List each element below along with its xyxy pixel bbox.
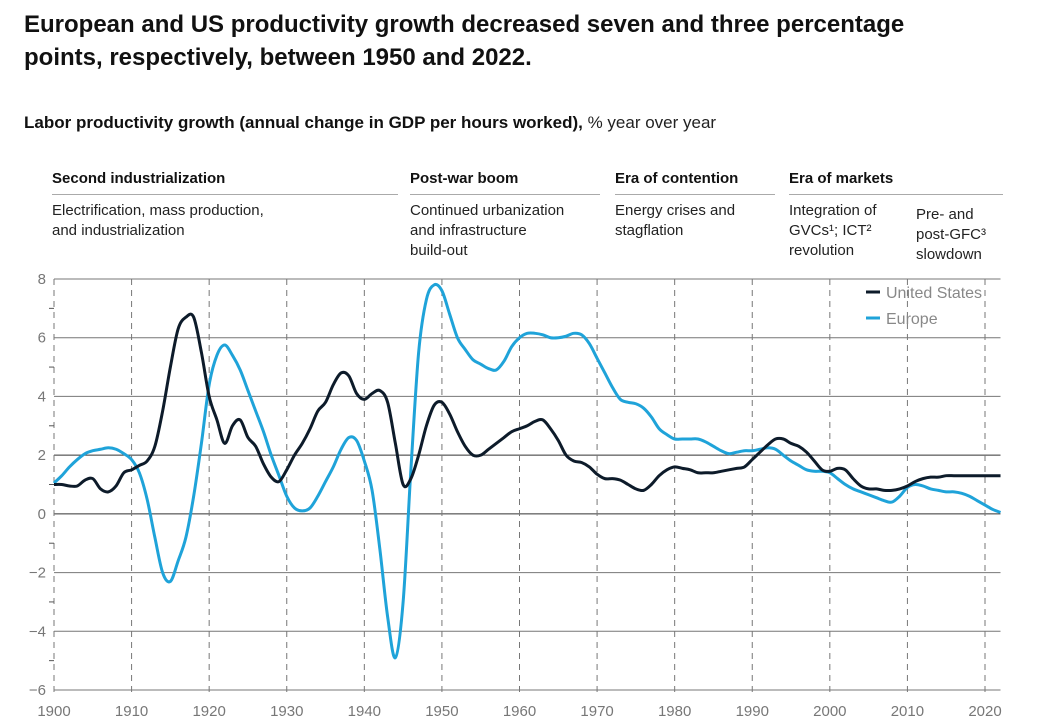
legend: United States Europe [866,285,982,328]
series-lines [52,282,1002,660]
era-description-line: Integration of [789,202,877,219]
era-description: Electrification, mass production, and in… [52,201,398,241]
era-description: Continued urbanization and infrastructur… [410,201,600,261]
era-heading: Era of markets [789,168,1003,195]
legend-label-europe: Europe [886,311,938,328]
era-second-industrialization: Second industrialization Electrification… [52,168,398,241]
era-description-line: slowdown [916,246,982,263]
x-tick-label: 1900 [37,703,70,720]
axis-ticks: 8 6 4 2 0 −2 −4 −6 1900 1910 1920 1930 1940 1950 1960 1… [29,271,1002,720]
era-description-line: stagflation [615,222,684,239]
series-line-united-states [53,312,1001,494]
x-tick-label: 1940 [348,703,381,720]
legend-label-united-states: United States [886,285,982,302]
x-tick-label: 1920 [192,703,225,720]
subtitle-unit: % year over year [582,113,717,132]
x-tick-label: 1970 [580,703,613,720]
era-heading: Era of contention [615,168,775,195]
y-tick-label: 8 [38,271,46,288]
era-post-war-boom: Post-war boom Continued urbanization and… [410,168,600,261]
x-tick-label: 1990 [736,703,769,720]
grid [53,278,1001,696]
y-tick-label: −4 [29,623,46,640]
era-of-markets: Era of markets Integration of GVCs¹; ICT… [789,168,1003,261]
chart-subtitle: Labor productivity growth (annual change… [24,112,716,134]
x-tick-label: 2010 [891,703,924,720]
x-tick-label: 1950 [425,703,458,720]
era-description-line: Electrification, mass production, [52,202,264,219]
y-tick-label: −2 [29,565,46,582]
era-description: Energy crises and stagflation [615,201,775,241]
era-of-contention: Era of contention Energy crises and stag… [615,168,775,241]
y-tick-label: 4 [38,388,46,405]
x-tick-label: 1980 [658,703,691,720]
y-tick-label: −6 [29,682,46,699]
era-description-line: revolution [789,242,855,259]
x-tick-label: 1910 [115,703,148,720]
chart-title: European and US productivity growth decr… [24,11,905,71]
era-description-line: build-out [410,242,468,259]
era-sub-description: Pre- and post-GFC³ slowdown [916,205,986,265]
y-tick-label: 2 [38,447,46,464]
era-description-line: and industrialization [52,222,185,239]
y-tick-label: 0 [38,506,46,523]
subtitle-measure: Labor productivity growth (annual change… [24,113,583,132]
era-description-line: and infrastructure [410,222,527,239]
y-tick-label: 6 [38,330,46,347]
x-tick-label: 2020 [968,703,1001,720]
era-description: Integration of GVCs¹; ICT² revolution [789,201,1003,261]
era-heading: Post-war boom [410,168,600,195]
era-description-line: Energy crises and [615,202,736,219]
x-tick-label: 1930 [270,703,303,720]
x-tick-label: 2000 [813,703,846,720]
series-line-europe [52,282,1002,660]
era-description-line: Pre- and [916,206,974,223]
era-description-line: GVCs¹; ICT² [789,222,872,239]
era-description-line: post-GFC³ [916,226,987,243]
era-heading: Second industrialization [52,168,398,195]
era-description-line: Continued urbanization [410,202,565,219]
x-tick-label: 1960 [503,703,536,720]
